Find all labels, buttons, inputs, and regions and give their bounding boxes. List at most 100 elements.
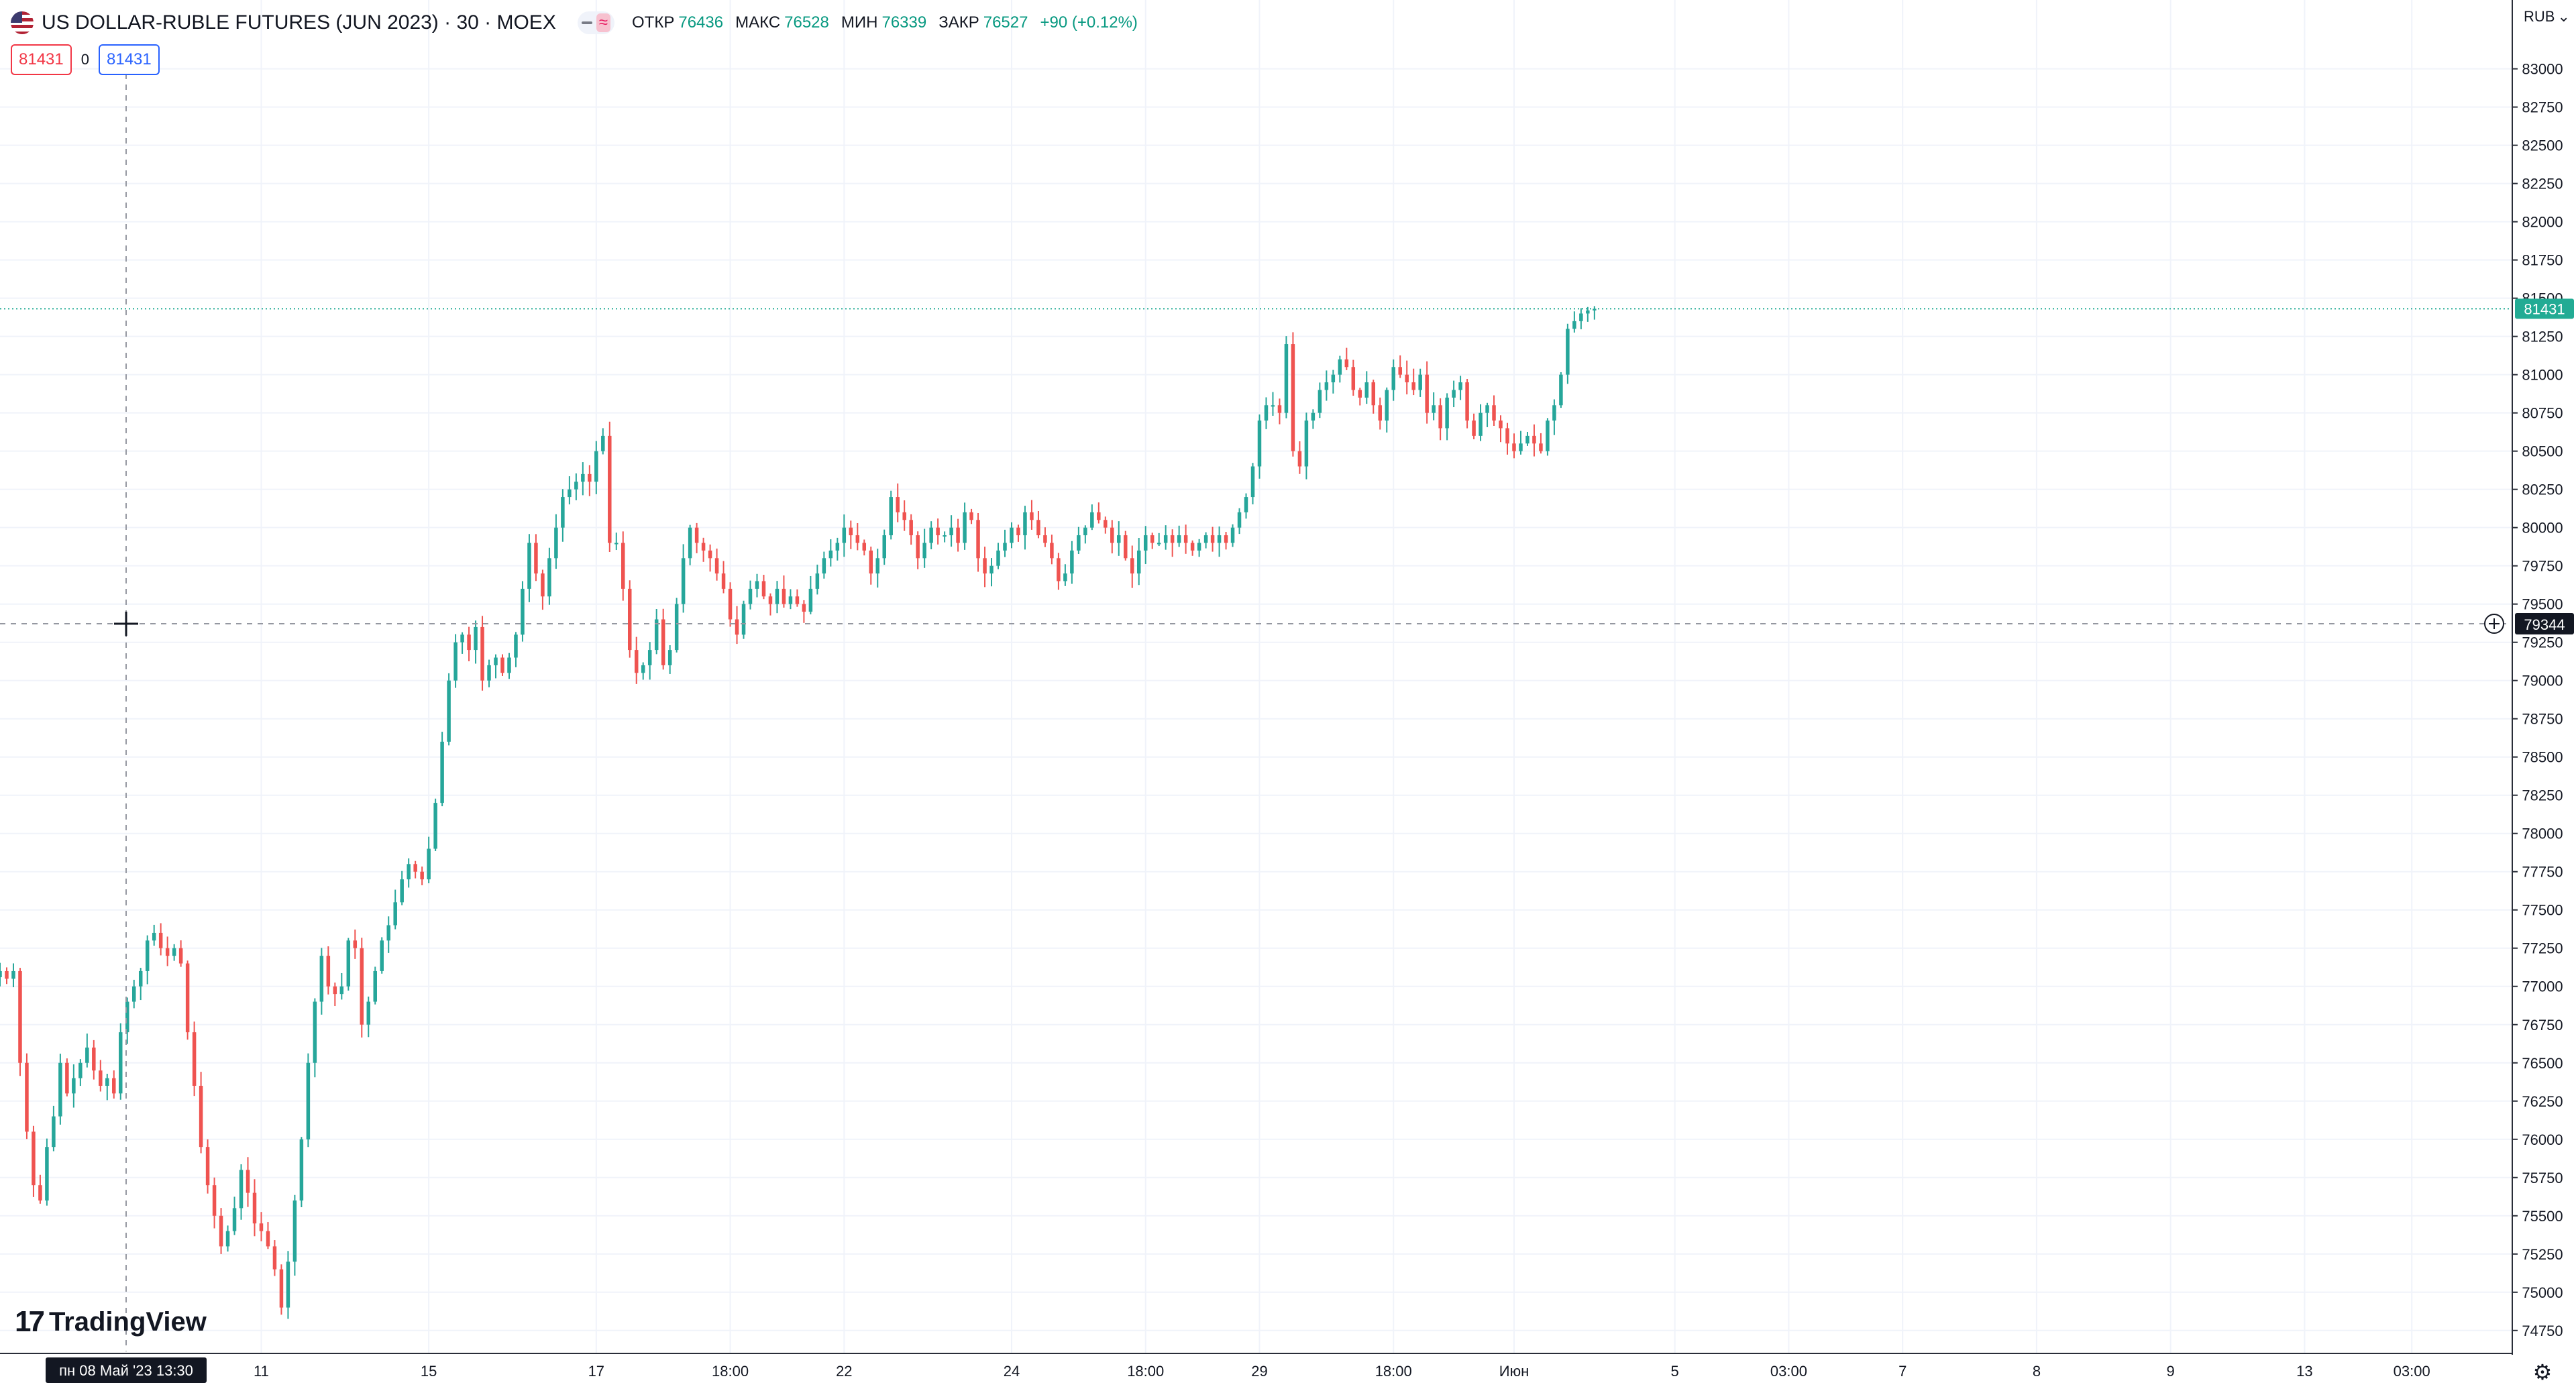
- candle-body: [788, 596, 793, 604]
- candle-body: [1572, 321, 1576, 329]
- candle-body: [1358, 390, 1362, 398]
- candle-body: [534, 543, 538, 574]
- candle-body: [969, 512, 973, 520]
- candle-body: [5, 970, 9, 979]
- candle-body: [902, 512, 906, 520]
- y-tick-label: 76750: [2522, 1017, 2563, 1034]
- candle-body: [292, 1200, 297, 1262]
- candle-body: [748, 588, 753, 604]
- candle-body: [1525, 435, 1529, 444]
- minus-icon[interactable]: [581, 21, 592, 24]
- candle-body: [922, 543, 926, 559]
- candle-body: [447, 680, 451, 742]
- y-tick-label: 79250: [2522, 634, 2563, 651]
- candle-body: [366, 1001, 371, 1025]
- candle-body: [1217, 535, 1222, 543]
- candle-body: [1324, 382, 1329, 390]
- currency-selector[interactable]: RUB ⌄: [2524, 8, 2570, 25]
- sell-button[interactable]: 81431: [11, 44, 72, 75]
- candle-body: [1499, 421, 1503, 429]
- candle-body: [119, 1032, 123, 1094]
- tradingview-logo[interactable]: 17 TradingView: [15, 1305, 207, 1339]
- add-alert-plus-icon[interactable]: [2484, 614, 2504, 634]
- candle-body: [634, 650, 639, 673]
- candle-body: [1257, 421, 1262, 467]
- candle-body: [1224, 535, 1228, 543]
- crosshair-price-label[interactable]: 79344: [2515, 613, 2574, 634]
- symbol-title[interactable]: US DOLLAR-RUBLE FUTURES (JUN 2023) · 30 …: [42, 11, 556, 34]
- candle-body: [172, 948, 176, 956]
- y-tick-label: 78250: [2522, 787, 2563, 804]
- candle-body: [152, 932, 156, 941]
- x-tick-label: 11: [254, 1363, 269, 1380]
- candle-body: [38, 1185, 42, 1201]
- time-axis-labels: 11 15 17 18:00 22 24 18:00 29 18:00 Июн 5 03:00 7 8 9 1…: [254, 1363, 2430, 1380]
- candle-body: [380, 940, 384, 971]
- candle-body: [1472, 421, 1476, 436]
- candle-body: [1157, 543, 1161, 545]
- candle-body: [943, 535, 947, 537]
- candle-body: [835, 543, 840, 551]
- candle-body: [1586, 310, 1590, 314]
- y-tick-label: 82000: [2522, 214, 2563, 231]
- candle-body: [855, 535, 860, 543]
- candle-body: [869, 550, 873, 574]
- candle-body: [1023, 512, 1027, 536]
- visibility-toggle[interactable]: ≈: [577, 11, 615, 34]
- candle-body: [1411, 382, 1415, 390]
- buy-button[interactable]: 81431: [99, 44, 160, 75]
- y-tick-label: 77250: [2522, 940, 2563, 957]
- candle-body: [72, 1078, 76, 1094]
- y-tick-label: 77750: [2522, 864, 2563, 881]
- candle-body: [1244, 497, 1248, 512]
- candle-body: [694, 527, 699, 543]
- x-tick-label: 22: [836, 1363, 852, 1380]
- crosshair: [0, 74, 2512, 1351]
- candle-body: [755, 581, 759, 589]
- candle-body: [561, 497, 565, 528]
- approx-icon[interactable]: ≈: [596, 13, 611, 32]
- y-tick-label: 75000: [2522, 1284, 2563, 1301]
- x-tick-label: 03:00: [1770, 1363, 1807, 1380]
- candle-body: [1190, 543, 1195, 551]
- candle-body: [1465, 382, 1469, 421]
- candle-body: [78, 1062, 83, 1078]
- order-panel: 81431 0 81431: [11, 44, 160, 75]
- price-axis-labels: 74750 75000 75250 75500 75750 76000 76250 76500…: [2512, 61, 2563, 1339]
- candle-body: [862, 543, 867, 551]
- candle-body: [339, 986, 344, 995]
- tradingview-logo-text: TradingView: [48, 1306, 207, 1337]
- candle-body: [641, 665, 645, 673]
- y-tick-label: 80250: [2522, 482, 2563, 498]
- y-tick-label: 77500: [2522, 902, 2563, 919]
- candle-body: [761, 581, 766, 597]
- open-label: ОТКР: [632, 13, 675, 32]
- candle-body: [581, 473, 585, 482]
- candle-body: [1230, 527, 1235, 543]
- y-tick-label: 79500: [2522, 596, 2563, 613]
- candle-body: [896, 497, 900, 512]
- candle-body: [1445, 397, 1449, 429]
- horizontal-grid: [0, 68, 2512, 1331]
- candle-body: [701, 543, 706, 551]
- candle-body: [514, 634, 518, 658]
- candle-body: [333, 986, 337, 995]
- gear-icon[interactable]: ⚙: [2532, 1360, 2553, 1384]
- chart-legend: US DOLLAR-RUBLE FUTURES (JUN 2023) · 30 …: [11, 7, 1138, 39]
- candle-body: [842, 527, 847, 543]
- candle-body: [1170, 535, 1175, 543]
- candle-body: [714, 558, 719, 574]
- candle-body: [1492, 405, 1496, 421]
- x-tick-label: 15: [421, 1363, 437, 1380]
- candle-body: [105, 1078, 109, 1086]
- candle-body: [889, 497, 893, 536]
- candle-body: [1539, 443, 1543, 451]
- candle-body: [1083, 527, 1087, 536]
- candle-body: [192, 1032, 197, 1086]
- y-tick-label: 75750: [2522, 1170, 2563, 1186]
- candle-body: [138, 970, 143, 987]
- price-axis-panel[interactable]: [2512, 0, 2576, 1355]
- x-tick-label: 17: [588, 1363, 604, 1380]
- candle-body: [1010, 527, 1014, 543]
